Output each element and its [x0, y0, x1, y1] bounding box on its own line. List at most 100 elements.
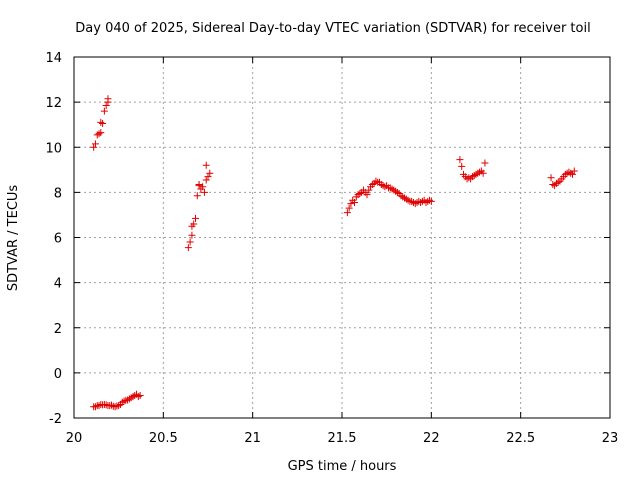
data-point [401, 194, 409, 202]
data-point [402, 195, 410, 203]
x-tick-label: 20 [66, 431, 83, 446]
data-point [193, 192, 201, 200]
data-point [372, 177, 380, 185]
data-point [91, 403, 99, 411]
data-point [115, 402, 123, 410]
data-point [408, 197, 416, 205]
data-point [108, 401, 116, 409]
data-point [351, 199, 359, 207]
x-axis-label: GPS time / hours [288, 459, 397, 474]
data-point [422, 199, 430, 207]
data-point [392, 187, 400, 195]
data-point [567, 169, 575, 177]
data-point [549, 180, 557, 188]
data-point [399, 193, 407, 201]
data-point [468, 173, 476, 181]
data-point [125, 395, 133, 403]
data-point [465, 174, 473, 182]
data-points [90, 95, 578, 411]
axis-ticks: 20 20.5 21 21.5 22 22.5 23 -2 0 2 4 6 8 10 12 14 [45, 51, 618, 446]
data-point [95, 402, 103, 410]
y-tick-label: 14 [45, 51, 62, 66]
y-tick-label: 8 [54, 186, 62, 201]
y-tick-label: -2 [49, 412, 62, 427]
data-point [554, 178, 562, 186]
data-point [552, 179, 560, 187]
data-point [90, 143, 98, 151]
x-tick-label: 22 [423, 431, 440, 446]
data-point [390, 186, 398, 194]
data-point [356, 190, 364, 198]
data-point [354, 191, 362, 199]
x-tick-label: 20.5 [149, 431, 178, 446]
data-point [479, 169, 487, 177]
y-tick-label: 12 [45, 96, 62, 111]
data-point [568, 170, 576, 178]
data-point [136, 391, 144, 399]
data-point [397, 192, 405, 200]
data-point [99, 120, 107, 128]
data-point [202, 176, 210, 184]
data-point [472, 170, 480, 178]
data-point [570, 167, 578, 175]
data-point [97, 129, 105, 137]
y-tick-label: 4 [54, 277, 62, 292]
y-tick-label: 2 [54, 322, 62, 337]
x-tick-label: 22.5 [506, 431, 535, 446]
data-point [124, 396, 132, 404]
data-point [347, 200, 355, 208]
data-point [97, 118, 105, 126]
data-point [127, 394, 135, 402]
data-point [184, 244, 192, 252]
data-point [386, 184, 394, 192]
data-point [458, 162, 466, 170]
data-point [188, 231, 196, 239]
data-point [476, 168, 484, 176]
data-point [377, 180, 385, 188]
chart-title: Day 040 of 2025, Sidereal Day-to-day VTE… [75, 21, 590, 36]
data-point [343, 209, 351, 217]
data-point [411, 200, 419, 208]
data-point [547, 174, 555, 182]
data-point [100, 107, 108, 115]
y-axis-label: SDTVAR / TECUs [6, 185, 21, 292]
data-point [195, 180, 203, 188]
y-tick-label: 6 [54, 232, 62, 247]
data-point [388, 185, 396, 193]
data-point [199, 183, 207, 191]
data-point [95, 130, 103, 138]
data-point [204, 173, 212, 181]
data-point [345, 204, 353, 212]
data-point [427, 197, 435, 205]
y-tick-label: 10 [45, 141, 62, 156]
data-point [118, 398, 126, 406]
data-point [381, 183, 389, 191]
data-point [206, 169, 214, 177]
data-point [104, 95, 112, 103]
data-point [111, 403, 119, 411]
data-point [186, 238, 194, 246]
data-point [102, 102, 110, 110]
data-point [393, 188, 401, 196]
data-point [134, 393, 142, 401]
grid-lines [74, 57, 610, 418]
data-point [200, 188, 208, 196]
data-point [404, 196, 412, 204]
y-tick-label: 0 [54, 367, 62, 382]
x-tick-label: 21.5 [328, 431, 357, 446]
x-tick-label: 23 [602, 431, 619, 446]
data-point [365, 186, 373, 194]
data-point [91, 140, 99, 148]
data-point [470, 171, 478, 179]
data-point [565, 168, 573, 176]
data-point [191, 214, 199, 222]
data-point [481, 159, 489, 167]
data-point [363, 191, 371, 199]
data-point [120, 397, 128, 405]
data-point [368, 180, 376, 188]
data-point [456, 156, 464, 164]
x-tick-label: 21 [244, 431, 261, 446]
data-point [93, 131, 101, 139]
data-point [202, 161, 210, 169]
